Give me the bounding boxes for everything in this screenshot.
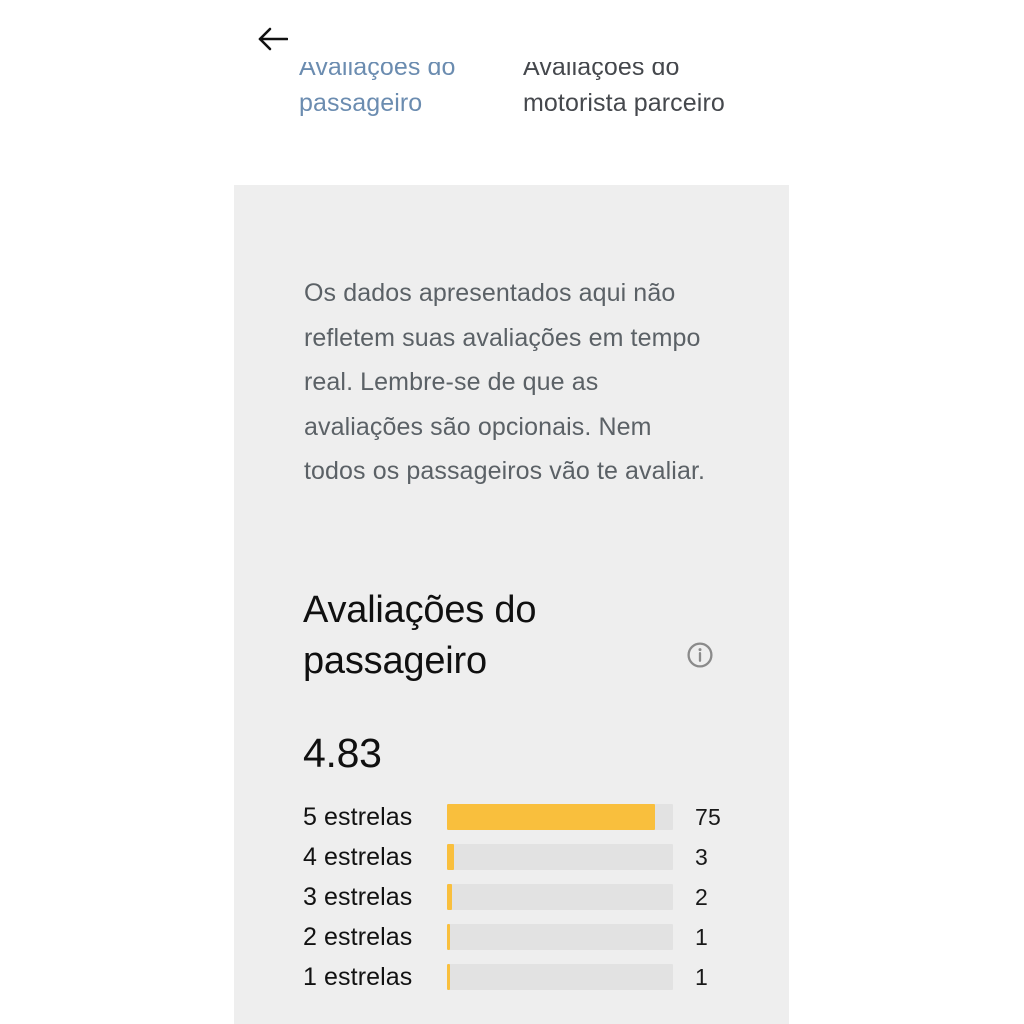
tab-avaliacoes-do-passageiro[interactable]: Avaliações do passageiro [299, 62, 456, 117]
rating-row-2: 2 estrelas 1 [234, 917, 789, 957]
average-score: 4.83 [303, 730, 382, 776]
rating-row-1: 1 estrelas 1 [234, 957, 789, 997]
rating-row-5: 5 estrelas 75 [234, 797, 789, 837]
info-circle-icon[interactable] [686, 641, 714, 669]
rating-row-label: 2 estrelas [303, 922, 413, 951]
rating-row-label: 5 estrelas [303, 802, 413, 831]
rating-row-fill [447, 844, 454, 870]
rating-row-fill [447, 884, 452, 910]
rating-row-count: 2 [695, 883, 708, 910]
rating-row-track [447, 964, 673, 990]
page-title: Avaliações do passageiro [303, 589, 537, 682]
rating-row-track [447, 884, 673, 910]
back-button[interactable] [252, 18, 294, 60]
rating-row-track [447, 804, 673, 830]
rating-row-label: 1 estrelas [303, 962, 413, 991]
rating-row-fill [447, 924, 450, 950]
rating-row-fill [447, 964, 450, 990]
rating-row-count: 75 [695, 803, 721, 830]
rating-row-label: 4 estrelas [303, 842, 413, 871]
rating-row-count: 3 [695, 843, 708, 870]
arrow-left-icon [258, 26, 288, 52]
tab-strip: Avaliações do passageiro Avaliações do m… [234, 62, 790, 170]
rating-distribution-chart: 5 estrelas 75 4 estrelas 3 3 estrelas 2 … [234, 797, 789, 997]
rating-row-label: 3 estrelas [303, 882, 413, 911]
rating-row-4: 4 estrelas 3 [234, 837, 789, 877]
ratings-card: Os dados apresentados aqui não refletem … [234, 185, 789, 1024]
disclaimer-text: Os dados apresentados aqui não refletem … [304, 279, 706, 485]
rating-row-count: 1 [695, 923, 708, 950]
rating-row-3: 3 estrelas 2 [234, 877, 789, 917]
tab-avaliacoes-do-motorista-parceiro[interactable]: Avaliações do motorista parceiro [523, 62, 725, 117]
rating-row-track [447, 844, 673, 870]
rating-row-track [447, 924, 673, 950]
rating-row-fill [447, 804, 655, 830]
rating-row-count: 1 [695, 963, 708, 990]
